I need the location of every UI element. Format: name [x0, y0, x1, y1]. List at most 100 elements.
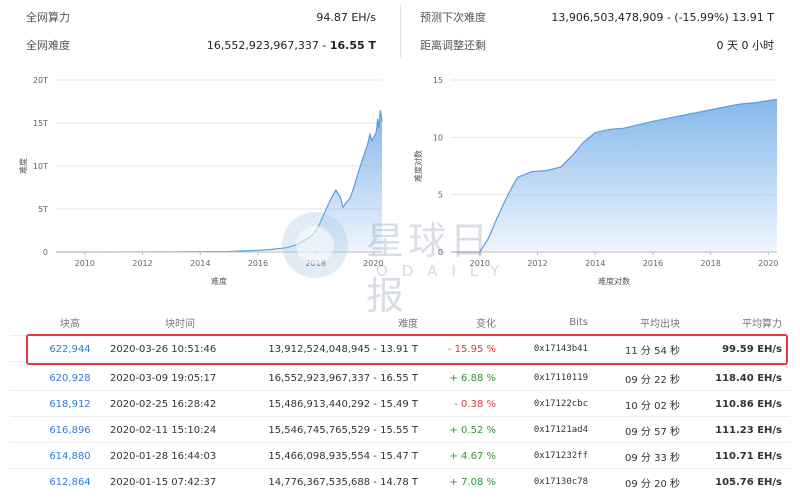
header-difficulty[interactable]: 难度 — [398, 318, 418, 330]
stat-value: 94.87 EH/s — [316, 10, 376, 24]
avg-block-time: 09 分 57 秒 — [625, 426, 680, 438]
avg-hashrate: 111.23 EH/s — [715, 424, 782, 436]
x-tick-label: 2012 — [527, 259, 547, 268]
x-tick-label: 2014 — [585, 259, 605, 268]
stat-hashrate: 全网算力 94.87 EH/s — [26, 6, 376, 28]
header-bits[interactable]: Bits — [569, 316, 588, 328]
table-row[interactable]: 622,944 2020-03-26 10:51:46 13,912,524,048… — [0, 336, 800, 362]
x-tick-label: 2010 — [75, 259, 95, 268]
difficulty-change: + 4.67 % — [449, 450, 496, 462]
stat-value-short: 16.55 T — [329, 38, 376, 52]
x-tick-label: 2018 — [305, 259, 325, 268]
stat-difficulty: 全网难度 16,552,923,967,337 - 16.55 T — [26, 34, 376, 56]
table-row[interactable]: 618,912 2020-02-25 16:28:42 15,486,913,440… — [0, 391, 800, 417]
network-stats: 全网算力 94.87 EH/s 全网难度 16,552,923,967,337 … — [0, 0, 800, 62]
header-time[interactable]: 块时间 — [165, 318, 195, 330]
y-tick-label: 0 — [43, 248, 48, 257]
x-tick-label: 2010 — [470, 259, 490, 268]
block-time: 2020-01-15 07:42:37 — [110, 476, 217, 488]
y-tick-label: 10T — [33, 162, 48, 171]
header-hashrate[interactable]: 平均算力 — [742, 318, 782, 330]
header-avg-block[interactable]: 平均出块 — [640, 318, 680, 330]
difficulty-change: + 7.08 % — [449, 476, 496, 488]
block-bits: 0x17122cbc — [533, 399, 588, 409]
block-height-link[interactable]: 614,880 — [49, 450, 91, 462]
x-tick-label: 2020 — [363, 259, 383, 268]
stat-label: 预测下次难度 — [420, 11, 486, 24]
stat-next-difficulty: 预测下次难度 13,906,503,478,909 - (-15.99%) 13… — [420, 6, 774, 28]
table-row[interactable]: 620,928 2020-03-09 19:05:17 16,552,923,967… — [0, 365, 800, 391]
block-time: 2020-03-09 19:05:17 — [110, 372, 217, 384]
series-line — [55, 109, 383, 253]
x-tick-label: 2016 — [643, 259, 663, 268]
block-height-link[interactable]: 616,896 — [49, 424, 91, 436]
difficulty-change: + 6.88 % — [449, 372, 496, 384]
block-height-link[interactable]: 612,864 — [49, 476, 91, 488]
y-tick-label: 5T — [38, 205, 48, 214]
avg-hashrate: 110.71 EH/s — [715, 450, 782, 462]
header-change[interactable]: 变化 — [476, 318, 496, 330]
avg-block-time: 10 分 02 秒 — [625, 400, 680, 412]
row-divider — [10, 416, 790, 417]
x-axis-title: 难度对数 — [598, 276, 630, 286]
y-tick-label: 15T — [33, 119, 48, 128]
block-time: 2020-02-11 15:10:24 — [110, 424, 217, 436]
x-tick-label: 2016 — [248, 259, 268, 268]
y-tick-label: 15 — [433, 76, 443, 85]
y-tick-label: 5 — [438, 191, 443, 200]
block-difficulty: 13,912,524,048,945 - 13.91 T — [268, 343, 418, 355]
stat-value-number: 16,552,923,967,337 - — [206, 38, 330, 52]
difficulty-change: + 0.52 % — [449, 424, 496, 436]
x-tick-label: 2012 — [132, 259, 152, 268]
avg-hashrate: 118.40 EH/s — [715, 372, 782, 384]
header-height[interactable]: 块高 — [60, 318, 80, 330]
block-difficulty: 14,776,367,535,688 - 14.78 T — [268, 476, 418, 488]
block-bits: 0x17143b41 — [533, 344, 588, 354]
block-difficulty: 15,466,098,935,554 - 15.47 T — [268, 450, 418, 462]
stats-divider — [400, 4, 401, 58]
series-area — [451, 99, 777, 252]
table-row[interactable]: 616,896 2020-02-11 15:10:24 15,546,745,765… — [0, 417, 800, 443]
stat-value: 16,552,923,967,337 - 16.55 T — [207, 39, 376, 52]
avg-hashrate: 105.76 EH/s — [715, 476, 782, 488]
avg-block-time: 11 分 54 秒 — [625, 345, 680, 357]
y-axis-title: 难度 — [18, 158, 28, 174]
block-difficulty: 16,552,923,967,337 - 16.55 T — [268, 372, 418, 384]
block-height-link[interactable]: 620,928 — [49, 372, 91, 384]
series-line — [451, 98, 778, 253]
avg-block-time: 09 分 20 秒 — [625, 478, 680, 490]
block-bits: 0x17121ad4 — [533, 425, 588, 435]
avg-block-time: 09 分 33 秒 — [625, 452, 680, 464]
x-tick-label: 2020 — [758, 259, 778, 268]
row-divider — [10, 442, 790, 443]
avg-hashrate: 110.86 EH/s — [715, 398, 782, 410]
y-axis-title: 难度对数 — [413, 150, 423, 182]
y-tick-label: 20T — [33, 76, 48, 85]
series-area — [56, 110, 382, 252]
block-bits: 0x17110119 — [533, 373, 588, 383]
stat-time-left: 距离调整还剩 0 天 0 小时 — [420, 34, 774, 56]
stat-value: 13,906,503,478,909 - (-15.99%) 13.91 T — [551, 10, 774, 24]
row-divider — [10, 361, 790, 362]
avg-block-time: 09 分 22 秒 — [625, 374, 680, 386]
block-bits: 0x17130c78 — [533, 477, 588, 487]
y-tick-label: 10 — [433, 133, 443, 142]
difficulty-change: - 0.38 % — [454, 398, 496, 410]
block-time: 2020-01-28 16:44:03 — [110, 450, 217, 462]
row-divider — [10, 468, 790, 469]
stat-label: 距离调整还剩 — [420, 39, 486, 52]
block-height-link[interactable]: 618,912 — [49, 398, 91, 410]
difficulty-change: - 15.95 % — [447, 343, 496, 355]
stat-value: 0 天 0 小时 — [716, 39, 775, 52]
x-axis-title: 难度 — [211, 276, 227, 286]
y-tick-label: 0 — [438, 248, 443, 257]
x-tick-label: 2018 — [700, 259, 720, 268]
block-height-link[interactable]: 622,944 — [49, 343, 91, 355]
block-time: 2020-02-25 16:28:42 — [110, 398, 217, 410]
table-row[interactable]: 612,864 2020-01-15 07:42:37 14,776,367,535… — [0, 469, 800, 495]
table-row[interactable]: 614,880 2020-01-28 16:44:03 15,466,098,935… — [0, 443, 800, 469]
stat-label: 全网难度 — [26, 39, 70, 52]
block-difficulty: 15,486,913,440,292 - 15.49 T — [268, 398, 418, 410]
